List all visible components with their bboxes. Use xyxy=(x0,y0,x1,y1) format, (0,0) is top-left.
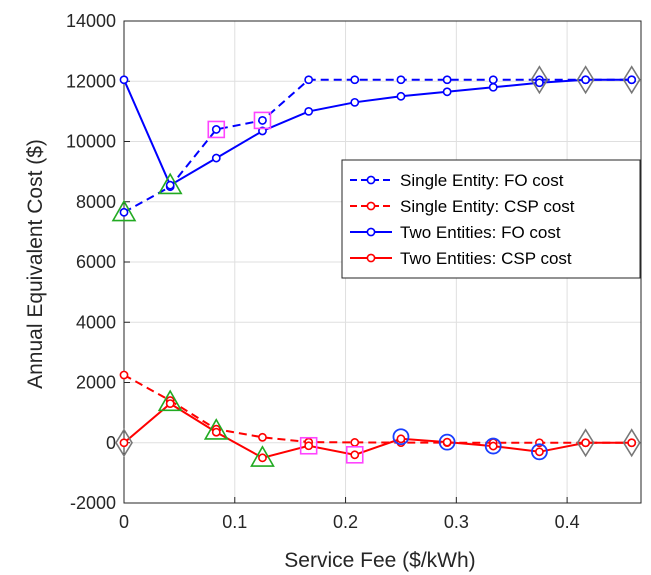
series-point-2 xyxy=(165,180,175,190)
diamond-marker xyxy=(622,65,641,95)
series-point-2 xyxy=(396,91,406,101)
series-point-2 xyxy=(488,82,498,92)
series-point-0 xyxy=(258,116,267,125)
highlight-markers xyxy=(111,65,641,467)
series-point-3 xyxy=(165,399,175,408)
legend-label-1: Single Entity: CSP cost xyxy=(400,197,575,216)
series-point-0 xyxy=(119,207,129,217)
legend-label-2: Two Entities: FO cost xyxy=(400,223,561,242)
circle-marker xyxy=(438,433,456,451)
series-point-2 xyxy=(581,75,591,85)
x-tick-label: 0.4 xyxy=(555,512,580,532)
series-point-3 xyxy=(350,450,360,460)
y-axis-label: Annual Equivalent Cost ($) xyxy=(24,139,47,389)
series-point-2 xyxy=(535,78,544,88)
legend-marker-2 xyxy=(366,227,376,237)
legend-marker-1 xyxy=(366,201,376,211)
series-point-3 xyxy=(442,437,452,447)
triangle-marker xyxy=(157,389,183,412)
series-point-3 xyxy=(119,438,129,448)
x-axis-label: Service Fee ($/kWh) xyxy=(284,549,475,572)
series-point-1 xyxy=(119,370,129,380)
series-point-2 xyxy=(442,87,452,97)
circle-marker xyxy=(531,443,548,461)
series-point-3 xyxy=(581,438,591,448)
x-tick-label: 0.1 xyxy=(222,512,247,532)
legend-marker-0 xyxy=(366,175,376,185)
series-point-2 xyxy=(119,75,129,85)
y-tick-label: 6000 xyxy=(76,252,116,272)
triangle-marker xyxy=(250,445,275,467)
series-point-2 xyxy=(627,75,637,85)
series-point-3 xyxy=(211,427,221,437)
diamond-marker xyxy=(115,428,133,458)
series-point-0 xyxy=(488,75,498,85)
y-tick-label: 10000 xyxy=(66,132,116,152)
series-point-0 xyxy=(350,75,360,85)
series-point-2 xyxy=(304,106,314,116)
legend-label-0: Single Entity: FO cost xyxy=(400,171,564,190)
x-tick-label: 0.2 xyxy=(333,512,358,532)
legend-marker-3 xyxy=(366,253,376,263)
series-point-3 xyxy=(535,447,544,457)
series-line-2 xyxy=(123,78,632,187)
series-point-3 xyxy=(396,434,406,444)
square-marker xyxy=(299,436,318,455)
legend: Single Entity: FO cost Single Entity: CSP… xyxy=(341,159,641,279)
diamond-marker xyxy=(576,428,595,458)
series-point-0 xyxy=(304,75,314,85)
series-point-1 xyxy=(350,438,360,447)
x-tick-label: 0.3 xyxy=(444,512,469,532)
triangle-marker xyxy=(203,418,229,440)
series-point-3 xyxy=(258,453,267,463)
series-point-1 xyxy=(258,432,267,442)
series-point-0 xyxy=(211,125,221,134)
series-point-0 xyxy=(442,75,452,85)
diamond-marker xyxy=(530,65,549,95)
y-tick-label: 8000 xyxy=(76,192,116,212)
x-tick-label: 0 xyxy=(119,512,129,532)
legend-label-3: Two Entities: CSP cost xyxy=(400,249,572,268)
series-point-2 xyxy=(211,153,221,163)
circle-marker xyxy=(484,437,502,455)
series-line-1 xyxy=(123,374,632,444)
y-tick-label: 12000 xyxy=(66,71,116,91)
square-marker xyxy=(345,445,364,464)
square-marker xyxy=(207,120,226,139)
diamond-marker xyxy=(576,65,595,95)
y-tick-label: 2000 xyxy=(76,373,116,393)
circle-marker xyxy=(392,428,410,446)
triangle-marker xyxy=(157,172,183,195)
series-point-3 xyxy=(488,441,498,451)
square-marker xyxy=(253,111,272,130)
series-point-0 xyxy=(396,75,406,85)
diamond-marker xyxy=(622,428,641,458)
y-tick-label: 14000 xyxy=(66,11,116,31)
axes: 0 0.1 0.2 0.3 0.4-20000200040006000800010000… xyxy=(66,11,642,532)
y-tick-label: -2000 xyxy=(70,493,116,513)
series-point-2 xyxy=(350,97,360,107)
y-tick-label: 4000 xyxy=(76,312,116,332)
series-point-3 xyxy=(304,441,314,451)
y-tick-label: 0 xyxy=(106,433,116,453)
series-point-3 xyxy=(627,438,637,448)
triangle-marker xyxy=(111,199,137,222)
